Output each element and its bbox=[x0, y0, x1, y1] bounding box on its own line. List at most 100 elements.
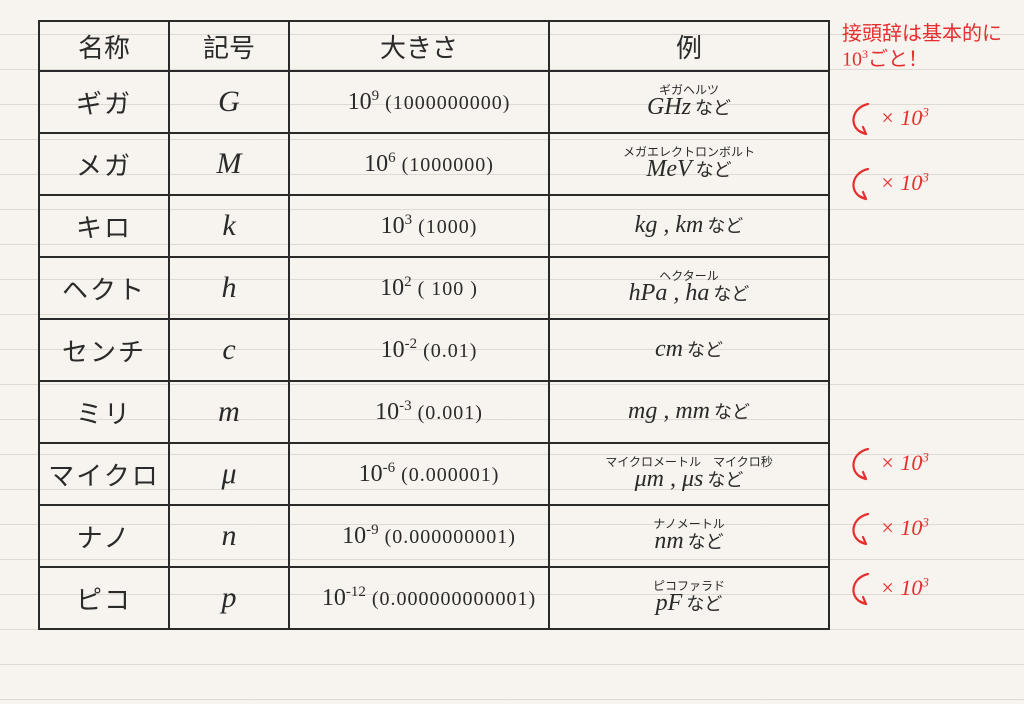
cell-name: センチ bbox=[39, 319, 169, 381]
mag-exp: -2 bbox=[405, 336, 418, 352]
cell-example: cmなど bbox=[549, 319, 829, 381]
arrow-label-pre: × 10 bbox=[880, 450, 922, 475]
cell-magnitude: 10-2(0.01) bbox=[289, 319, 549, 381]
example-etc: など bbox=[688, 532, 724, 552]
mag-base: 10 bbox=[381, 337, 405, 363]
cell-example: kg , kmなど bbox=[549, 195, 829, 257]
example-etc: など bbox=[686, 594, 722, 614]
arrow-label-exp: 3 bbox=[922, 515, 929, 530]
arrow-label-pre: × 10 bbox=[880, 170, 922, 195]
table-row: マイクロμ10-6(0.000001)マイクロメートル マイクロ秒μm , μs… bbox=[39, 443, 829, 505]
cell-symbol: n bbox=[169, 505, 289, 567]
cell-example: ナノメートルnmなど bbox=[549, 505, 829, 567]
mag-exp: 2 bbox=[404, 274, 412, 290]
cell-name: メガ bbox=[39, 133, 169, 195]
header-example: 例 bbox=[549, 21, 829, 71]
cell-name: ヘクト bbox=[39, 257, 169, 319]
example-main: pF bbox=[656, 590, 683, 616]
cell-name: ピコ bbox=[39, 567, 169, 629]
times-arrow: × 103 bbox=[842, 100, 929, 140]
cell-magnitude: 106 (1000000) bbox=[289, 133, 549, 195]
cell-symbol: k bbox=[169, 195, 289, 257]
mag-paren: ( 100 ) bbox=[418, 278, 478, 300]
curve-arrow-icon bbox=[842, 510, 876, 550]
side-note: 接頭辞は基本的に 103ごと！ bbox=[842, 22, 1002, 73]
times-arrow: × 103 bbox=[842, 510, 929, 550]
cell-name: キロ bbox=[39, 195, 169, 257]
mag-base: 10 bbox=[322, 585, 346, 611]
cell-magnitude: 10-9(0.000000001) bbox=[289, 505, 549, 567]
times-arrow: × 103 bbox=[842, 570, 929, 610]
curve-arrow-icon bbox=[842, 445, 876, 485]
example-main: cm bbox=[655, 336, 683, 362]
mag-exp: 3 bbox=[405, 212, 413, 228]
header-name: 名称 bbox=[39, 21, 169, 71]
cell-symbol: c bbox=[169, 319, 289, 381]
curve-arrow-icon bbox=[842, 100, 876, 140]
curve-arrow-icon bbox=[842, 570, 876, 610]
mag-base: 10 bbox=[359, 461, 383, 487]
example-etc: など bbox=[707, 216, 743, 236]
example-main: nm bbox=[654, 528, 683, 554]
example-etc: など bbox=[707, 470, 743, 490]
mag-base: 10 bbox=[348, 89, 372, 115]
table-row: ピコp10-12(0.000000000001)ピコファラドpFなど bbox=[39, 567, 829, 629]
arrow-label-exp: 3 bbox=[922, 450, 929, 465]
example-etc: など bbox=[713, 284, 749, 304]
cell-example: ギガヘルツGHzなど bbox=[549, 71, 829, 133]
content-layer: 名称 記号 大きさ 例 ギガG109(1000000000)ギガヘルツGHzなど… bbox=[0, 0, 1024, 704]
cell-example: メガエレクトロンボルトMeVなど bbox=[549, 133, 829, 195]
mag-paren: (1000000000) bbox=[385, 92, 510, 114]
example-main: kg , km bbox=[635, 212, 704, 238]
table-row: ミリm10-3(0.001)mg , mmなど bbox=[39, 381, 829, 443]
mag-exp: 9 bbox=[372, 88, 380, 104]
cell-symbol: h bbox=[169, 257, 289, 319]
cell-name: ミリ bbox=[39, 381, 169, 443]
mag-exp: -6 bbox=[383, 460, 396, 476]
example-etc: など bbox=[687, 340, 723, 360]
mag-paren: (0.000000001) bbox=[385, 526, 516, 548]
header-symbol: 記号 bbox=[169, 21, 289, 71]
cell-name: ギガ bbox=[39, 71, 169, 133]
table-row: メガM106(1000000)メガエレクトロンボルトMeVなど bbox=[39, 133, 829, 195]
table-row: ヘクトh102( 100 )ヘクタールhPa , haなど bbox=[39, 257, 829, 319]
table-row: ギガG 109 (1000000000) ギガヘルツGHzなど bbox=[39, 71, 829, 133]
cell-magnitude: 10-3(0.001) bbox=[289, 381, 549, 443]
example-main: μm , μs bbox=[635, 466, 704, 492]
example-etc: など bbox=[714, 402, 750, 422]
cell-magnitude: 10-6(0.000001) bbox=[289, 443, 549, 505]
mag-base: 10 bbox=[364, 151, 388, 177]
arrow-label-pre: × 10 bbox=[880, 515, 922, 540]
mag-paren: (1000000) bbox=[402, 154, 494, 176]
mag-exp: -3 bbox=[399, 398, 412, 414]
cell-example: ヘクタールhPa , haなど bbox=[549, 257, 829, 319]
arrow-label-pre: × 10 bbox=[880, 575, 922, 600]
curve-arrow-icon bbox=[842, 165, 876, 205]
cell-magnitude: 103 (1000) bbox=[289, 195, 549, 257]
side-note-line2-pre: 10 bbox=[842, 49, 862, 71]
mag-base: 10 bbox=[381, 213, 405, 239]
example-main: GHz bbox=[647, 94, 691, 120]
mag-paren: (1000) bbox=[418, 216, 477, 238]
side-note-line1: 接頭辞は基本的に bbox=[842, 23, 1002, 45]
cell-symbol: G bbox=[169, 71, 289, 133]
table-body: ギガG109(1000000000)ギガヘルツGHzなどメガM106(10000… bbox=[39, 71, 829, 629]
mag-exp: -12 bbox=[346, 584, 366, 600]
example-etc: など bbox=[696, 160, 732, 180]
cell-magnitude: 109 (1000000000) bbox=[289, 71, 549, 133]
mag-exp: 6 bbox=[388, 150, 396, 166]
table-row: キロk 103 (1000) kg , kmなど bbox=[39, 195, 829, 257]
mag-base: 10 bbox=[342, 523, 366, 549]
cell-example: ピコファラドpFなど bbox=[549, 567, 829, 629]
prefix-table: 名称 記号 大きさ 例 ギガG109(1000000000)ギガヘルツGHzなど… bbox=[38, 20, 830, 630]
cell-symbol: m bbox=[169, 381, 289, 443]
cell-magnitude: 102( 100 ) bbox=[289, 257, 549, 319]
side-note-line2-post: ごと！ bbox=[868, 49, 928, 71]
cell-example: mg , mmなど bbox=[549, 381, 829, 443]
cell-magnitude: 10-12 (0.000000000001) bbox=[289, 567, 549, 629]
mag-paren: (0.000000000001) bbox=[372, 588, 536, 610]
example-ruby: ピコファラド bbox=[556, 580, 822, 593]
table-row: ナノn10-9(0.000000001)ナノメートルnmなど bbox=[39, 505, 829, 567]
example-main: MeV bbox=[646, 156, 691, 182]
arrow-label-exp: 3 bbox=[922, 105, 929, 120]
